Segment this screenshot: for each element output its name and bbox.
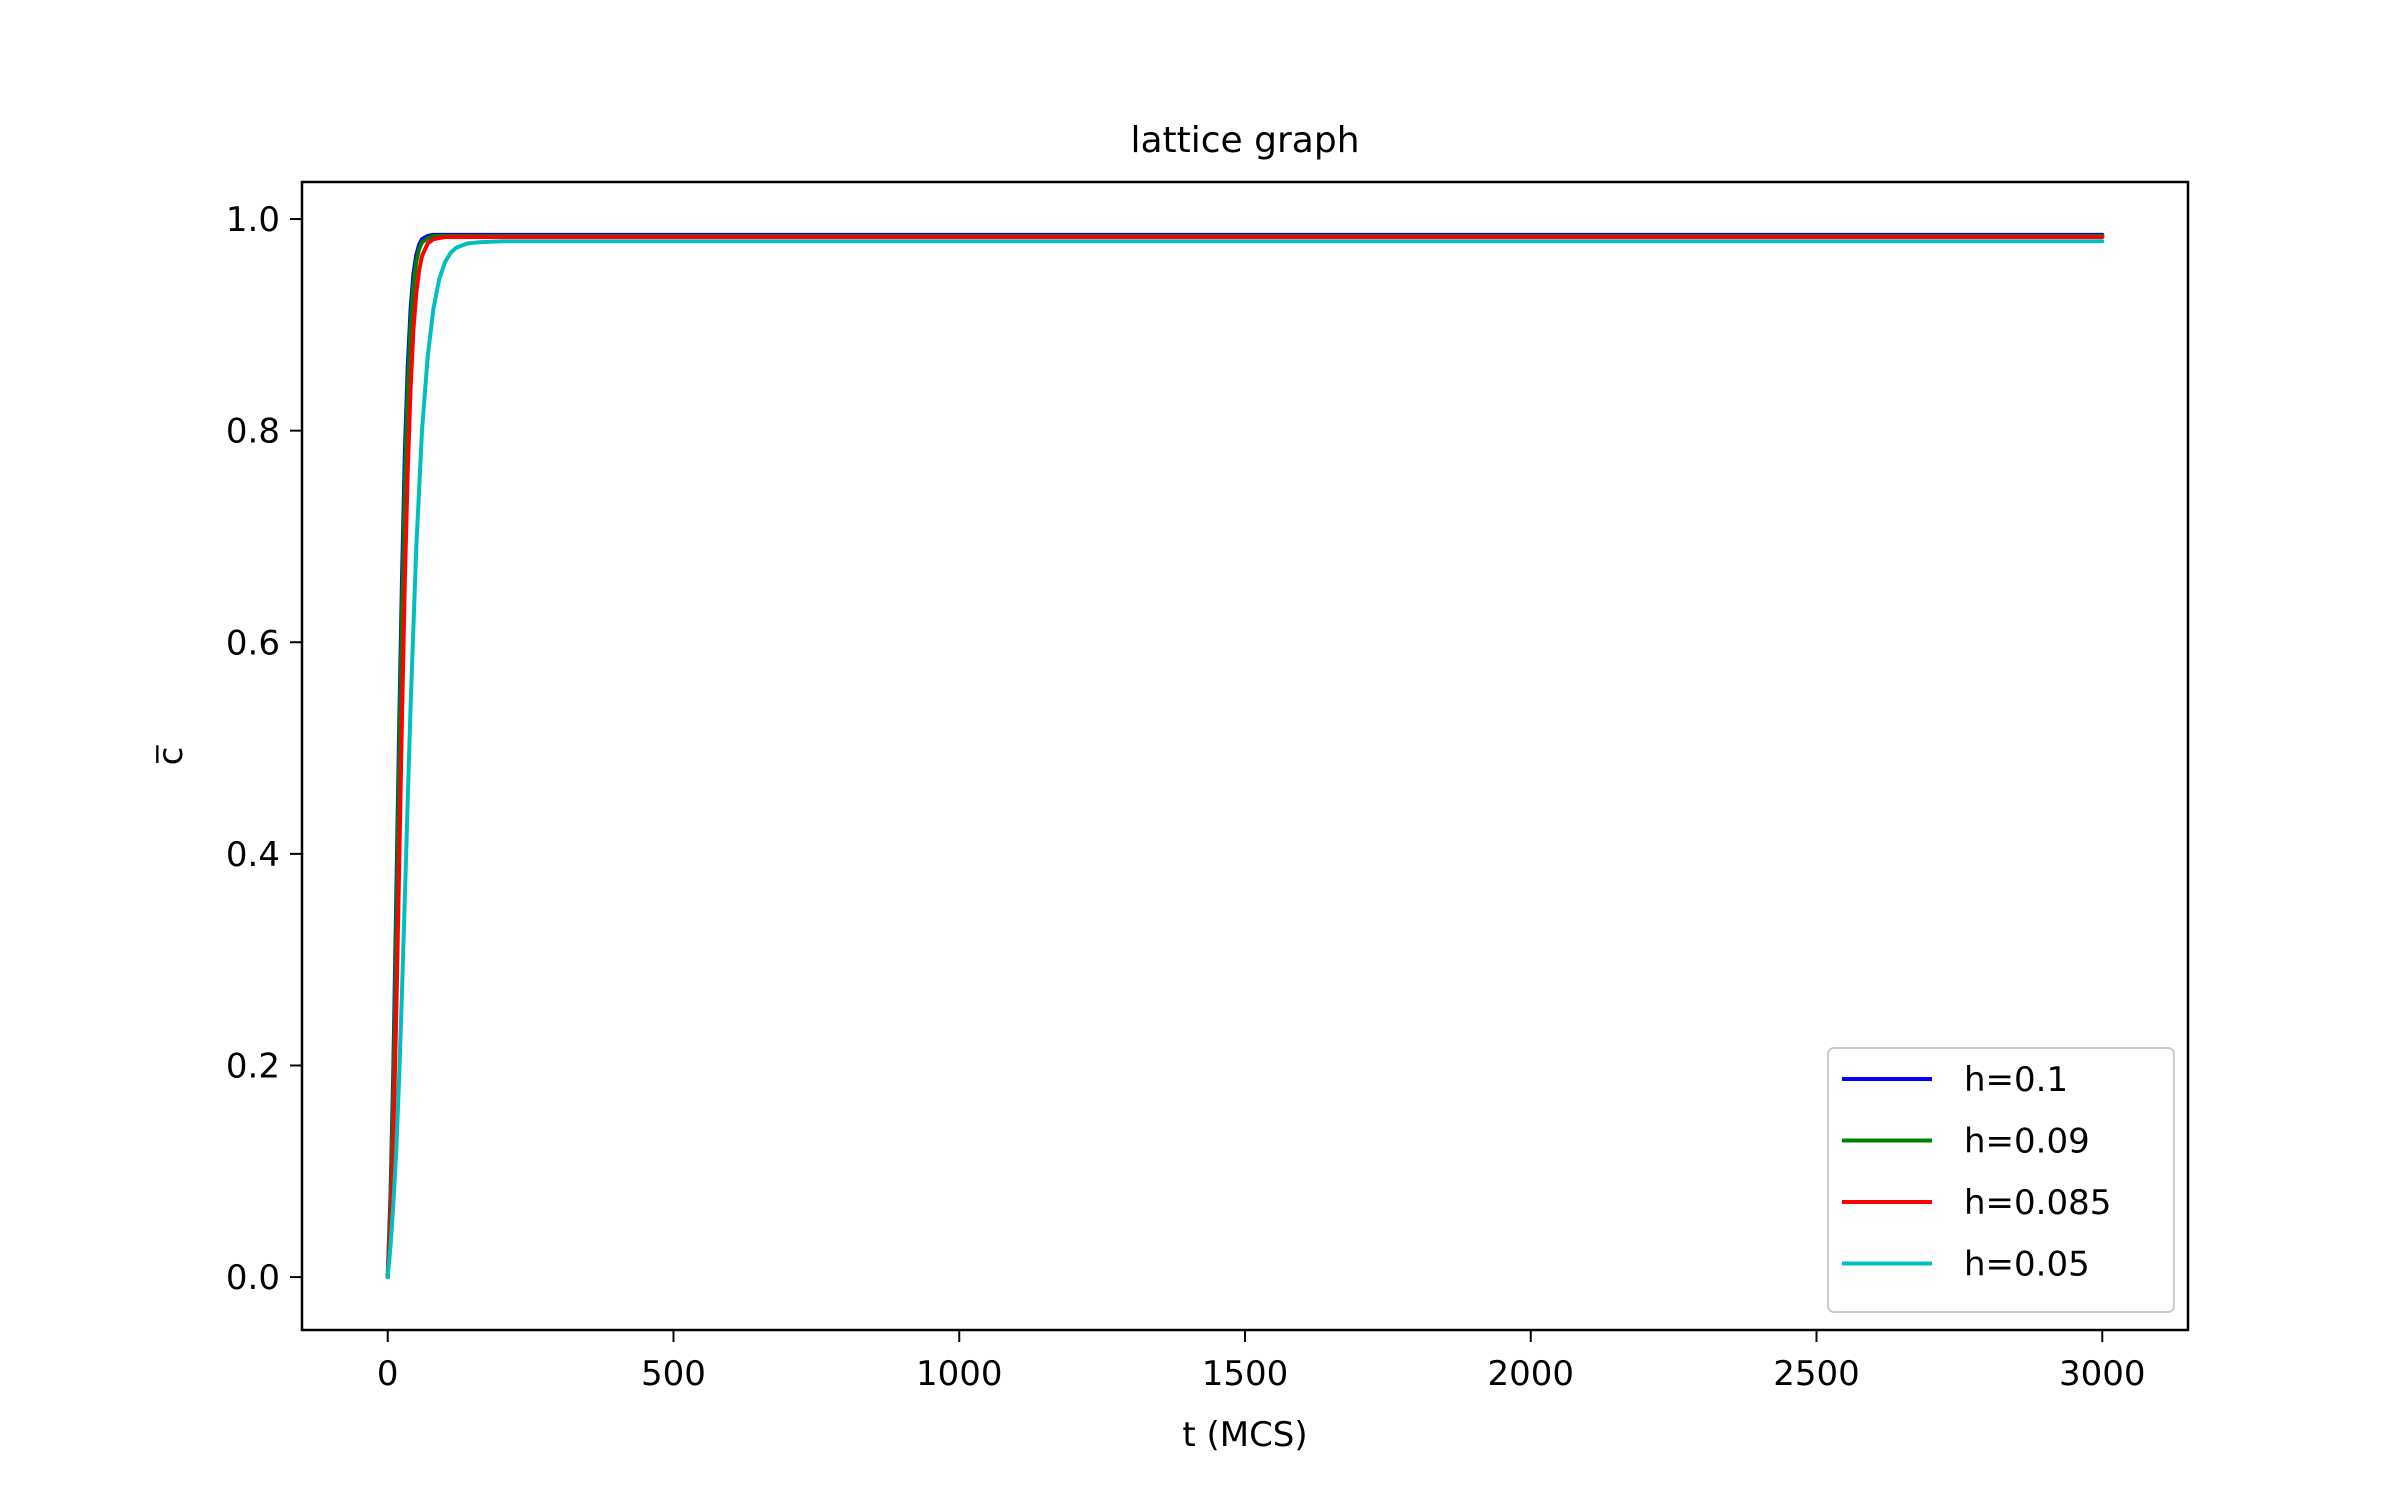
legend-label: h=0.05	[1964, 1245, 2090, 1285]
legend-label: h=0.085	[1964, 1183, 2111, 1223]
series-line-4	[385, 239, 2105, 1280]
chart-title: lattice graph	[1130, 120, 1359, 161]
legend: h=0.1 h=0.09 h=0.085 h=0.05	[1827, 1047, 2175, 1313]
legend-label: h=0.09	[1964, 1122, 2090, 1162]
y-axis: 0.0 0.2 0.4 0.6 0.8 1.0	[226, 200, 302, 1298]
y-tick-label: 1.0	[226, 200, 280, 240]
y-tick-label: 0.8	[226, 412, 280, 452]
y-tick-label: 0.4	[226, 835, 280, 875]
x-tick-label: 3000	[2059, 1354, 2146, 1394]
y-tick-label: 0.6	[226, 623, 280, 663]
legend-label: h=0.1	[1964, 1060, 2068, 1100]
x-tick-label: 1500	[1202, 1354, 1289, 1394]
x-tick-label: 500	[641, 1354, 706, 1394]
x-tick-label: 1000	[916, 1354, 1003, 1394]
series-line-3	[385, 235, 2105, 1280]
x-axis-label: t (MCS)	[1182, 1415, 1307, 1455]
y-tick-label: 0.2	[226, 1046, 280, 1086]
series-layer	[385, 232, 2105, 1280]
x-tick-label: 2000	[1487, 1354, 1574, 1394]
y-tick-label: 0.0	[226, 1258, 280, 1298]
x-axis: 0 500 1000 1500 2000 2500 3000	[377, 1330, 2146, 1394]
y-axis-label: c̅	[151, 745, 191, 766]
legend-box	[1827, 1047, 2175, 1313]
x-tick-label: 0	[377, 1354, 399, 1394]
x-tick-label: 2500	[1773, 1354, 1860, 1394]
